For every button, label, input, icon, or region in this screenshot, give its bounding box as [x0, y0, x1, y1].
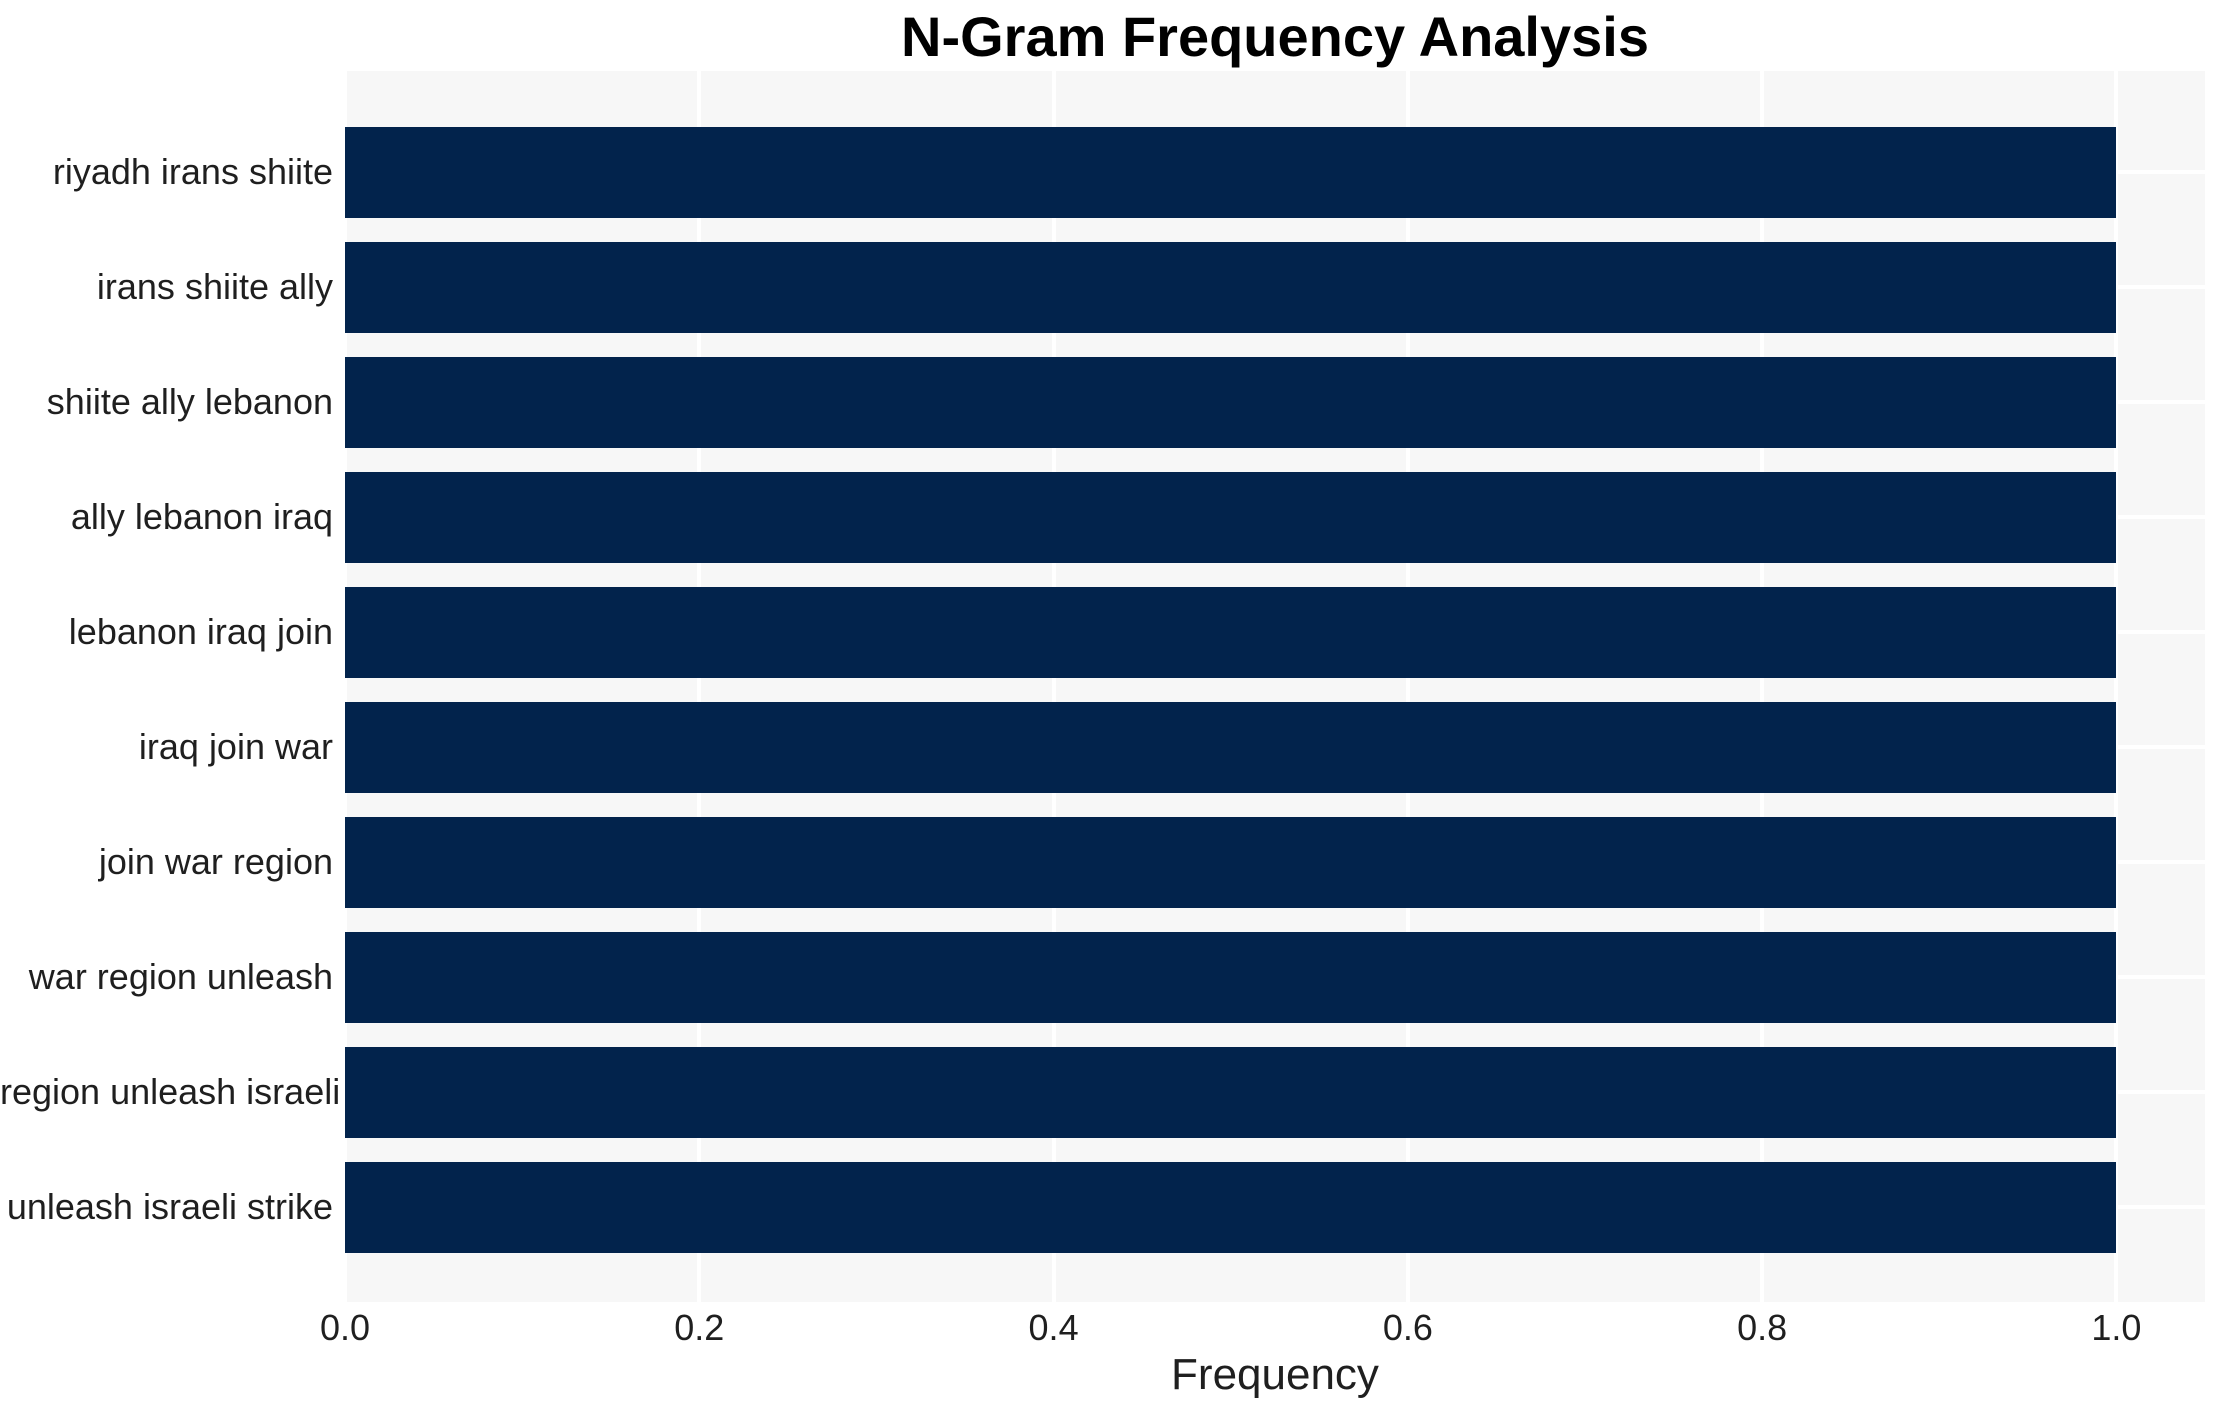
x-tick-label: 0.8	[1737, 1307, 1788, 1348]
grid-line-x	[345, 71, 347, 1302]
y-axis-label: riyadh irans shiite	[52, 151, 333, 192]
y-axis-label: shiite ally lebanon	[46, 381, 333, 422]
y-axis-label: join war region	[98, 841, 333, 882]
grid-line-x	[1405, 71, 1410, 1302]
x-tick-label: 0.0	[319, 1307, 371, 1348]
x-axis-title: Frequency	[1171, 1350, 1379, 1399]
bar	[345, 471, 2117, 563]
chart-title: N-Gram Frequency Analysis	[901, 5, 1649, 68]
grid-line-x	[1760, 71, 1765, 1302]
bar	[345, 1046, 2117, 1138]
bar	[345, 126, 2117, 218]
y-axis-label: region unleash israeli	[0, 1071, 341, 1112]
grid-line-x	[697, 71, 702, 1302]
grid-line-x	[1051, 71, 1056, 1302]
y-axis-label: irans shiite ally	[96, 266, 333, 307]
y-axis-label: ally lebanon iraq	[70, 496, 333, 537]
bar	[345, 356, 2117, 448]
bar	[345, 1161, 2117, 1253]
y-axis-label: lebanon iraq join	[68, 611, 333, 652]
x-tick-label: 1.0	[2091, 1307, 2142, 1348]
plot-area	[345, 71, 2205, 1302]
grid-line-x	[2114, 71, 2119, 1302]
bar	[345, 241, 2117, 333]
x-tick-label: 0.6	[1382, 1307, 1433, 1348]
bar	[345, 816, 2117, 908]
bar	[345, 931, 2117, 1023]
y-axis-label: war region unleash	[28, 956, 333, 997]
y-axis-label: unleash israeli strike	[6, 1186, 333, 1227]
bar	[345, 701, 2117, 793]
x-tick-label: 0.2	[674, 1307, 725, 1348]
y-axis-label: iraq join war	[138, 726, 333, 767]
bar	[345, 586, 2117, 678]
x-tick-label: 0.4	[1028, 1307, 1079, 1348]
